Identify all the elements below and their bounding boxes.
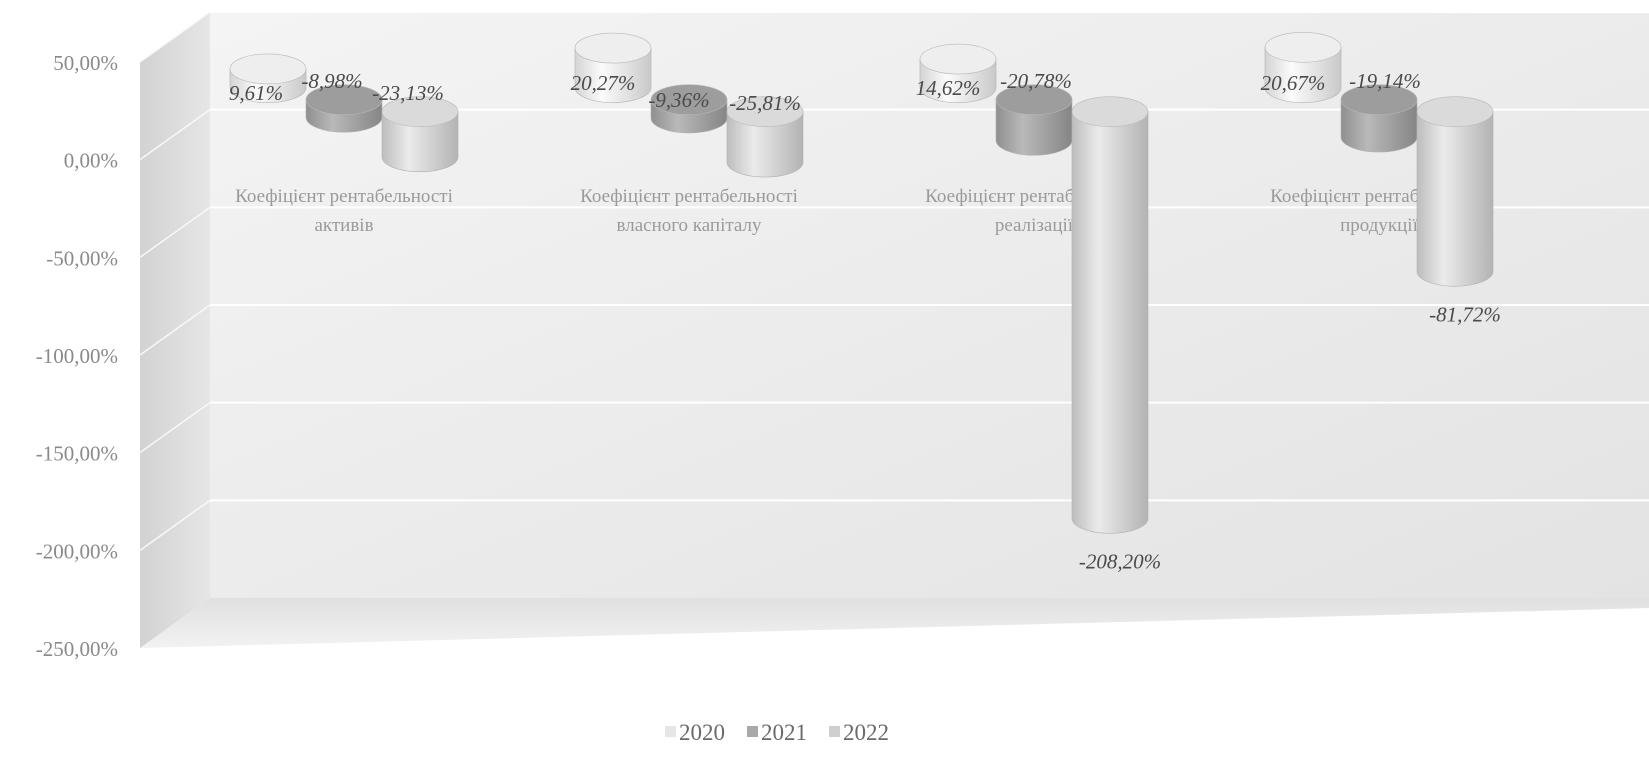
bar-body — [574, 47, 652, 103]
bar-top — [919, 43, 997, 75]
bar — [574, 32, 652, 103]
category-label: продукції — [1340, 215, 1418, 236]
category-label: Коефіцієнт рентабельності — [580, 186, 798, 207]
bar-top — [1340, 84, 1418, 115]
bar — [305, 84, 383, 133]
data-label: -20,78% — [1000, 69, 1072, 93]
gridline-side — [139, 11, 211, 63]
y-tick-label: -150,00% — [36, 442, 118, 466]
bar-body — [381, 111, 459, 173]
bar — [995, 84, 1073, 156]
y-tick-label: -100,00% — [36, 344, 118, 368]
legend-label: 2020 — [679, 720, 725, 745]
bar — [229, 53, 307, 103]
data-label: -19,14% — [1349, 69, 1421, 93]
bar — [650, 84, 728, 134]
data-label: -25,81% — [729, 91, 801, 115]
bar-body — [726, 111, 804, 178]
gridline-side — [139, 304, 211, 356]
data-label: -9,36% — [648, 88, 709, 112]
bar — [1071, 96, 1149, 534]
y-tick-label: -250,00% — [36, 637, 118, 661]
legend-item: 2021 — [747, 720, 807, 745]
data-label: -8,98% — [301, 69, 362, 93]
bar — [1340, 84, 1418, 153]
category-label: реалізації — [995, 215, 1074, 236]
bar-top — [574, 32, 652, 64]
y-tick-label: 50,00% — [53, 51, 118, 75]
bar — [919, 43, 997, 103]
data-label: 9,61% — [229, 81, 283, 105]
legend-label: 2022 — [843, 720, 889, 745]
bar-top — [381, 96, 459, 127]
legend-swatch — [829, 726, 840, 737]
legend-swatch — [665, 726, 676, 737]
bar — [726, 96, 804, 178]
y-tick-label: -50,00% — [46, 246, 118, 270]
category-label: власного капіталу — [617, 215, 762, 236]
data-labels: 9,61% -8,98% -23,13% 20,27% -9,36% -25,81% 14,… — [229, 69, 1501, 573]
bar-top — [726, 96, 804, 127]
bar-top — [305, 84, 383, 115]
bar-body — [995, 99, 1073, 156]
bar-top — [995, 84, 1073, 115]
category-labels: Коефіцієнт рентабельності активів Коефіціє… — [235, 186, 1488, 236]
bar — [381, 96, 459, 173]
gridlines — [139, 11, 1649, 551]
bar-body — [1071, 111, 1149, 534]
bar — [1264, 31, 1342, 103]
y-tick-label: -200,00% — [36, 539, 118, 563]
data-label: 20,67% — [1261, 71, 1326, 95]
data-label: 20,27% — [571, 71, 636, 95]
gridline-side — [139, 402, 211, 454]
gridline-side — [139, 206, 211, 258]
y-tick-label: 0,00% — [64, 149, 118, 173]
bar-top — [1264, 31, 1342, 63]
legend-item: 2020 — [665, 720, 725, 745]
bar-top — [1416, 96, 1494, 127]
bars — [229, 31, 1494, 534]
category-label: активів — [314, 215, 373, 236]
data-label: -208,20% — [1079, 549, 1161, 573]
gridline-side — [139, 499, 211, 551]
legend-swatch — [747, 726, 758, 737]
bar-body — [1416, 111, 1494, 287]
data-label: 14,62% — [916, 76, 981, 100]
bar — [1416, 96, 1494, 287]
y-axis-ticks: 50,00% 0,00% -50,00% -100,00% -150,00% -200,0… — [36, 51, 118, 661]
legend: 2020 2021 2022 — [665, 720, 889, 745]
data-label: -81,72% — [1429, 302, 1501, 326]
legend-label: 2021 — [761, 720, 807, 745]
data-label: -23,13% — [372, 81, 444, 105]
legend-item: 2022 — [829, 720, 889, 745]
bar-top — [1071, 96, 1149, 127]
gridline-side — [139, 109, 211, 161]
bar-top — [229, 53, 307, 85]
bar-top — [650, 84, 728, 115]
bar-body — [1264, 46, 1342, 103]
category-label: Коефіцієнт рентабельності — [235, 186, 453, 207]
floor — [140, 598, 1649, 648]
